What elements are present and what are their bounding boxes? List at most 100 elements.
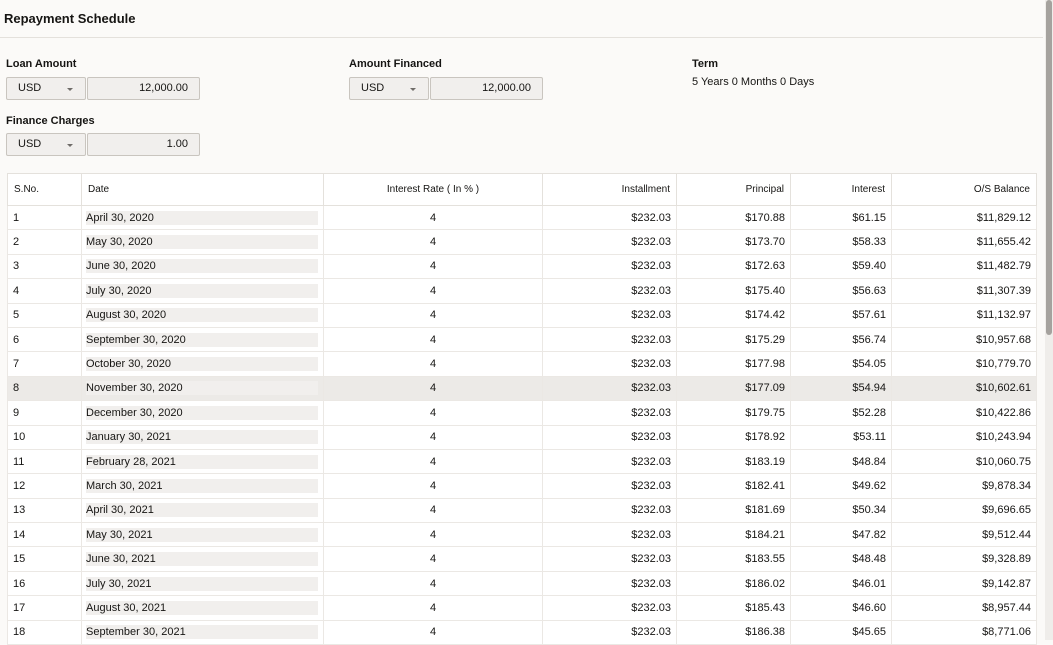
cell: 4	[323, 522, 543, 548]
date-value: January 30, 2021	[86, 430, 318, 445]
cell: 4	[7, 278, 82, 304]
cell: 4	[323, 351, 543, 377]
cell: 4	[323, 302, 543, 328]
column-header: Interest Rate ( In % )	[323, 173, 543, 206]
cell: $232.03	[542, 204, 677, 231]
cell: $232.03	[542, 595, 677, 621]
date-value: May 30, 2021	[86, 527, 318, 542]
cell: 10	[7, 424, 82, 450]
cell: $174.42	[676, 302, 791, 328]
amount-input[interactable]: 12,000.00	[87, 77, 200, 100]
cell: 16	[7, 570, 82, 597]
cell: July 30, 2020	[81, 278, 324, 304]
cell: $11,307.39	[891, 278, 1037, 304]
divider	[0, 37, 1043, 38]
cell: 4	[323, 619, 543, 645]
cell: $232.03	[542, 302, 677, 328]
date-value: February 28, 2021	[86, 454, 318, 469]
cell: $179.75	[676, 400, 791, 426]
cell: $172.63	[676, 253, 791, 280]
table-row: 13 April 30, 2021 4 $232.03 $181.69 $50.34 $9,…	[7, 497, 1037, 524]
cell: 12	[7, 473, 82, 499]
cell: $45.65	[790, 619, 892, 645]
cell: $59.40	[790, 253, 892, 280]
cell: $186.38	[676, 619, 791, 645]
cell: $232.03	[542, 570, 677, 597]
currency-select[interactable]: USD	[6, 77, 86, 100]
column-header: O/S Balance	[891, 173, 1037, 206]
cell: 8	[7, 375, 82, 402]
currency-select[interactable]: USD	[349, 77, 429, 100]
cell: 18	[7, 619, 82, 645]
table-row: 7 October 30, 2020 4 $232.03 $177.98 $54.05 $1…	[7, 351, 1037, 377]
cell: $232.03	[542, 400, 677, 426]
cell: 4	[323, 595, 543, 621]
table-row: 16 July 30, 2021 4 $232.03 $186.02 $46.01 $9,1…	[7, 570, 1037, 597]
table-row: 5 August 30, 2020 4 $232.03 $174.42 $57.61 $11…	[7, 302, 1037, 328]
cell: July 30, 2021	[81, 570, 324, 597]
cell: 4	[323, 253, 543, 280]
table-row: 15 June 30, 2021 4 $232.03 $183.55 $48.48 $9,3…	[7, 546, 1037, 572]
cell: $232.03	[542, 473, 677, 499]
cell: 3	[7, 253, 82, 280]
cell: $57.61	[790, 302, 892, 328]
cell: $49.62	[790, 473, 892, 499]
table-body: 1 April 30, 2020 4 $232.03 $170.88 $61.15 $11,…	[7, 204, 1037, 645]
date-value: April 30, 2021	[86, 503, 318, 518]
cell: $173.70	[676, 229, 791, 255]
cell: January 30, 2021	[81, 424, 324, 450]
date-value: August 30, 2020	[86, 308, 318, 323]
cell: $52.28	[790, 400, 892, 426]
cell: $10,060.75	[891, 448, 1037, 475]
cell: $182.41	[676, 473, 791, 499]
cell: 4	[323, 229, 543, 255]
cell: $48.48	[790, 546, 892, 572]
cell: $232.03	[542, 619, 677, 645]
column-header: S.No.	[7, 173, 82, 206]
amount-input[interactable]: 1.00	[87, 133, 200, 156]
currency-select[interactable]: USD	[6, 133, 86, 156]
cell: $177.98	[676, 351, 791, 377]
table-row: 17 August 30, 2021 4 $232.03 $185.43 $46.60 $8…	[7, 595, 1037, 621]
cell: 4	[323, 375, 543, 402]
cell: 4	[323, 570, 543, 597]
cell: 4	[323, 497, 543, 524]
cell: 4	[323, 473, 543, 499]
cell: $10,243.94	[891, 424, 1037, 450]
cell: June 30, 2021	[81, 546, 324, 572]
cell: $54.94	[790, 375, 892, 402]
date-value: July 30, 2020	[86, 283, 318, 298]
amount-input[interactable]: 12,000.00	[430, 77, 543, 100]
cell: 13	[7, 497, 82, 524]
cell: $56.74	[790, 326, 892, 353]
cell: $46.01	[790, 570, 892, 597]
cell: $58.33	[790, 229, 892, 255]
cell: $8,771.06	[891, 619, 1037, 645]
date-value: September 30, 2020	[86, 332, 318, 347]
cell: $232.03	[542, 522, 677, 548]
cell: $170.88	[676, 204, 791, 231]
cell: 4	[323, 424, 543, 450]
date-value: March 30, 2021	[86, 478, 318, 493]
cell: 4	[323, 204, 543, 231]
date-value: July 30, 2021	[86, 576, 318, 591]
date-value: May 30, 2020	[86, 235, 318, 250]
cell: 7	[7, 351, 82, 377]
cell: $177.09	[676, 375, 791, 402]
cell: $11,132.97	[891, 302, 1037, 328]
cell: $50.34	[790, 497, 892, 524]
cell: October 30, 2020	[81, 351, 324, 377]
cell: $232.03	[542, 375, 677, 402]
cell: $181.69	[676, 497, 791, 524]
cell: 4	[323, 546, 543, 572]
cell: 1	[7, 204, 82, 231]
column-header: Interest	[790, 173, 892, 206]
cell: $175.29	[676, 326, 791, 353]
cell: $46.60	[790, 595, 892, 621]
cell: $11,829.12	[891, 204, 1037, 231]
cell: $9,878.34	[891, 473, 1037, 499]
cell: 5	[7, 302, 82, 328]
cell: $10,957.68	[891, 326, 1037, 353]
page-title: Repayment Schedule	[4, 11, 136, 26]
scrollbar-thumb[interactable]	[1046, 0, 1052, 335]
